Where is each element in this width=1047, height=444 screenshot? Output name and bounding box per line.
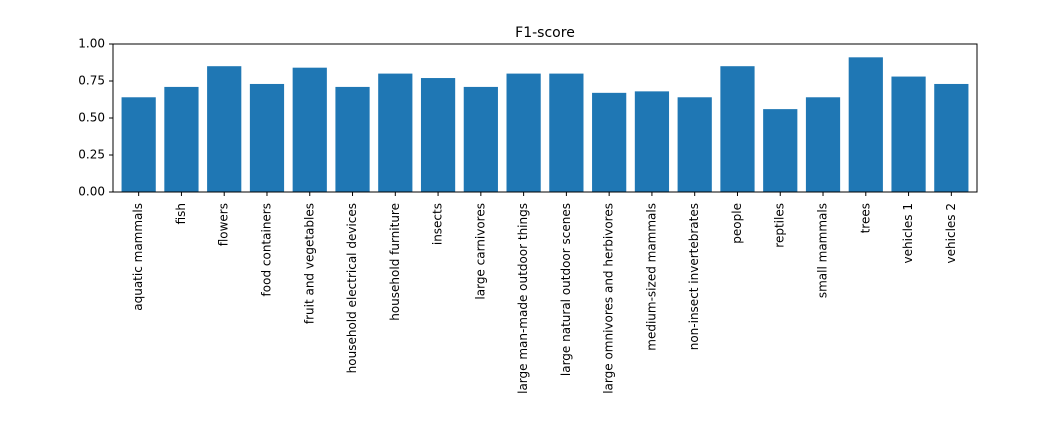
x-tick-label: household electrical devices xyxy=(345,203,359,373)
y-tick-label: 0.25 xyxy=(78,148,105,162)
bar-reptiles xyxy=(763,109,798,192)
x-tick-label: food containers xyxy=(259,203,273,296)
bar-small-mammals xyxy=(805,97,841,192)
x-tick-label: large omnivores and herbivores xyxy=(602,203,616,394)
x-tick-label: small mammals xyxy=(816,203,830,298)
bar-aquatic-mammals xyxy=(121,97,156,192)
y-tick-label: 1.00 xyxy=(78,37,105,51)
bar-household-furniture xyxy=(378,73,413,192)
bar-vehicles-2 xyxy=(934,83,969,192)
bar-flowers xyxy=(207,66,242,192)
bar-fruit-and-vegetables xyxy=(292,67,327,192)
x-tick-label: vehicles 1 xyxy=(901,203,915,263)
x-tick-label: aquatic mammals xyxy=(131,203,145,311)
y-tick-label: 0.00 xyxy=(78,185,105,199)
x-tick-label: medium-sized mammals xyxy=(644,203,658,351)
x-tick-label: insects xyxy=(431,203,445,245)
y-tick-label: 0.50 xyxy=(78,111,105,125)
bar-large-carnivores xyxy=(463,86,498,192)
x-tick-label: vehicles 2 xyxy=(944,203,958,263)
bar-trees xyxy=(848,57,883,192)
x-tick-label: people xyxy=(730,203,744,244)
x-tick-label: trees xyxy=(858,203,872,233)
x-tick-label: household furniture xyxy=(388,203,402,321)
x-tick-label: fruit and vegetables xyxy=(302,203,316,324)
x-tick-label: fish xyxy=(174,203,188,224)
bar-fish xyxy=(164,86,199,192)
bar-insects xyxy=(420,78,456,192)
x-tick-label: large man-made outdoor things xyxy=(516,203,530,394)
bar-large-omnivores-and-herbivores xyxy=(592,92,627,192)
bar-medium-sized-mammals xyxy=(634,91,670,192)
x-tick-label: large carnivores xyxy=(473,203,487,300)
x-tick-label: reptiles xyxy=(773,203,787,248)
bar-people xyxy=(720,66,755,192)
bar-vehicles-1 xyxy=(891,76,926,192)
bar-household-electrical-devices xyxy=(335,86,370,192)
y-tick-label: 0.75 xyxy=(78,74,105,88)
chart-title: F1-score xyxy=(515,25,575,41)
bars-group xyxy=(121,57,969,192)
bar-large-man-made-outdoor-things xyxy=(506,73,541,192)
x-axis: aquatic mammals fish flowers food container… xyxy=(131,192,958,394)
bar-non-insect-invertebrates xyxy=(677,97,712,192)
x-tick-label: flowers xyxy=(217,203,231,246)
x-tick-label: non-insect invertebrates xyxy=(687,203,701,350)
y-axis: 0.00 0.25 0.50 0.75 1.00 xyxy=(78,37,113,199)
bar-large-natural-outdoor-scenes xyxy=(549,73,584,192)
plot-frame xyxy=(112,43,978,193)
x-tick-label: large natural outdoor scenes xyxy=(559,203,573,376)
bar-food-containers xyxy=(249,83,285,192)
